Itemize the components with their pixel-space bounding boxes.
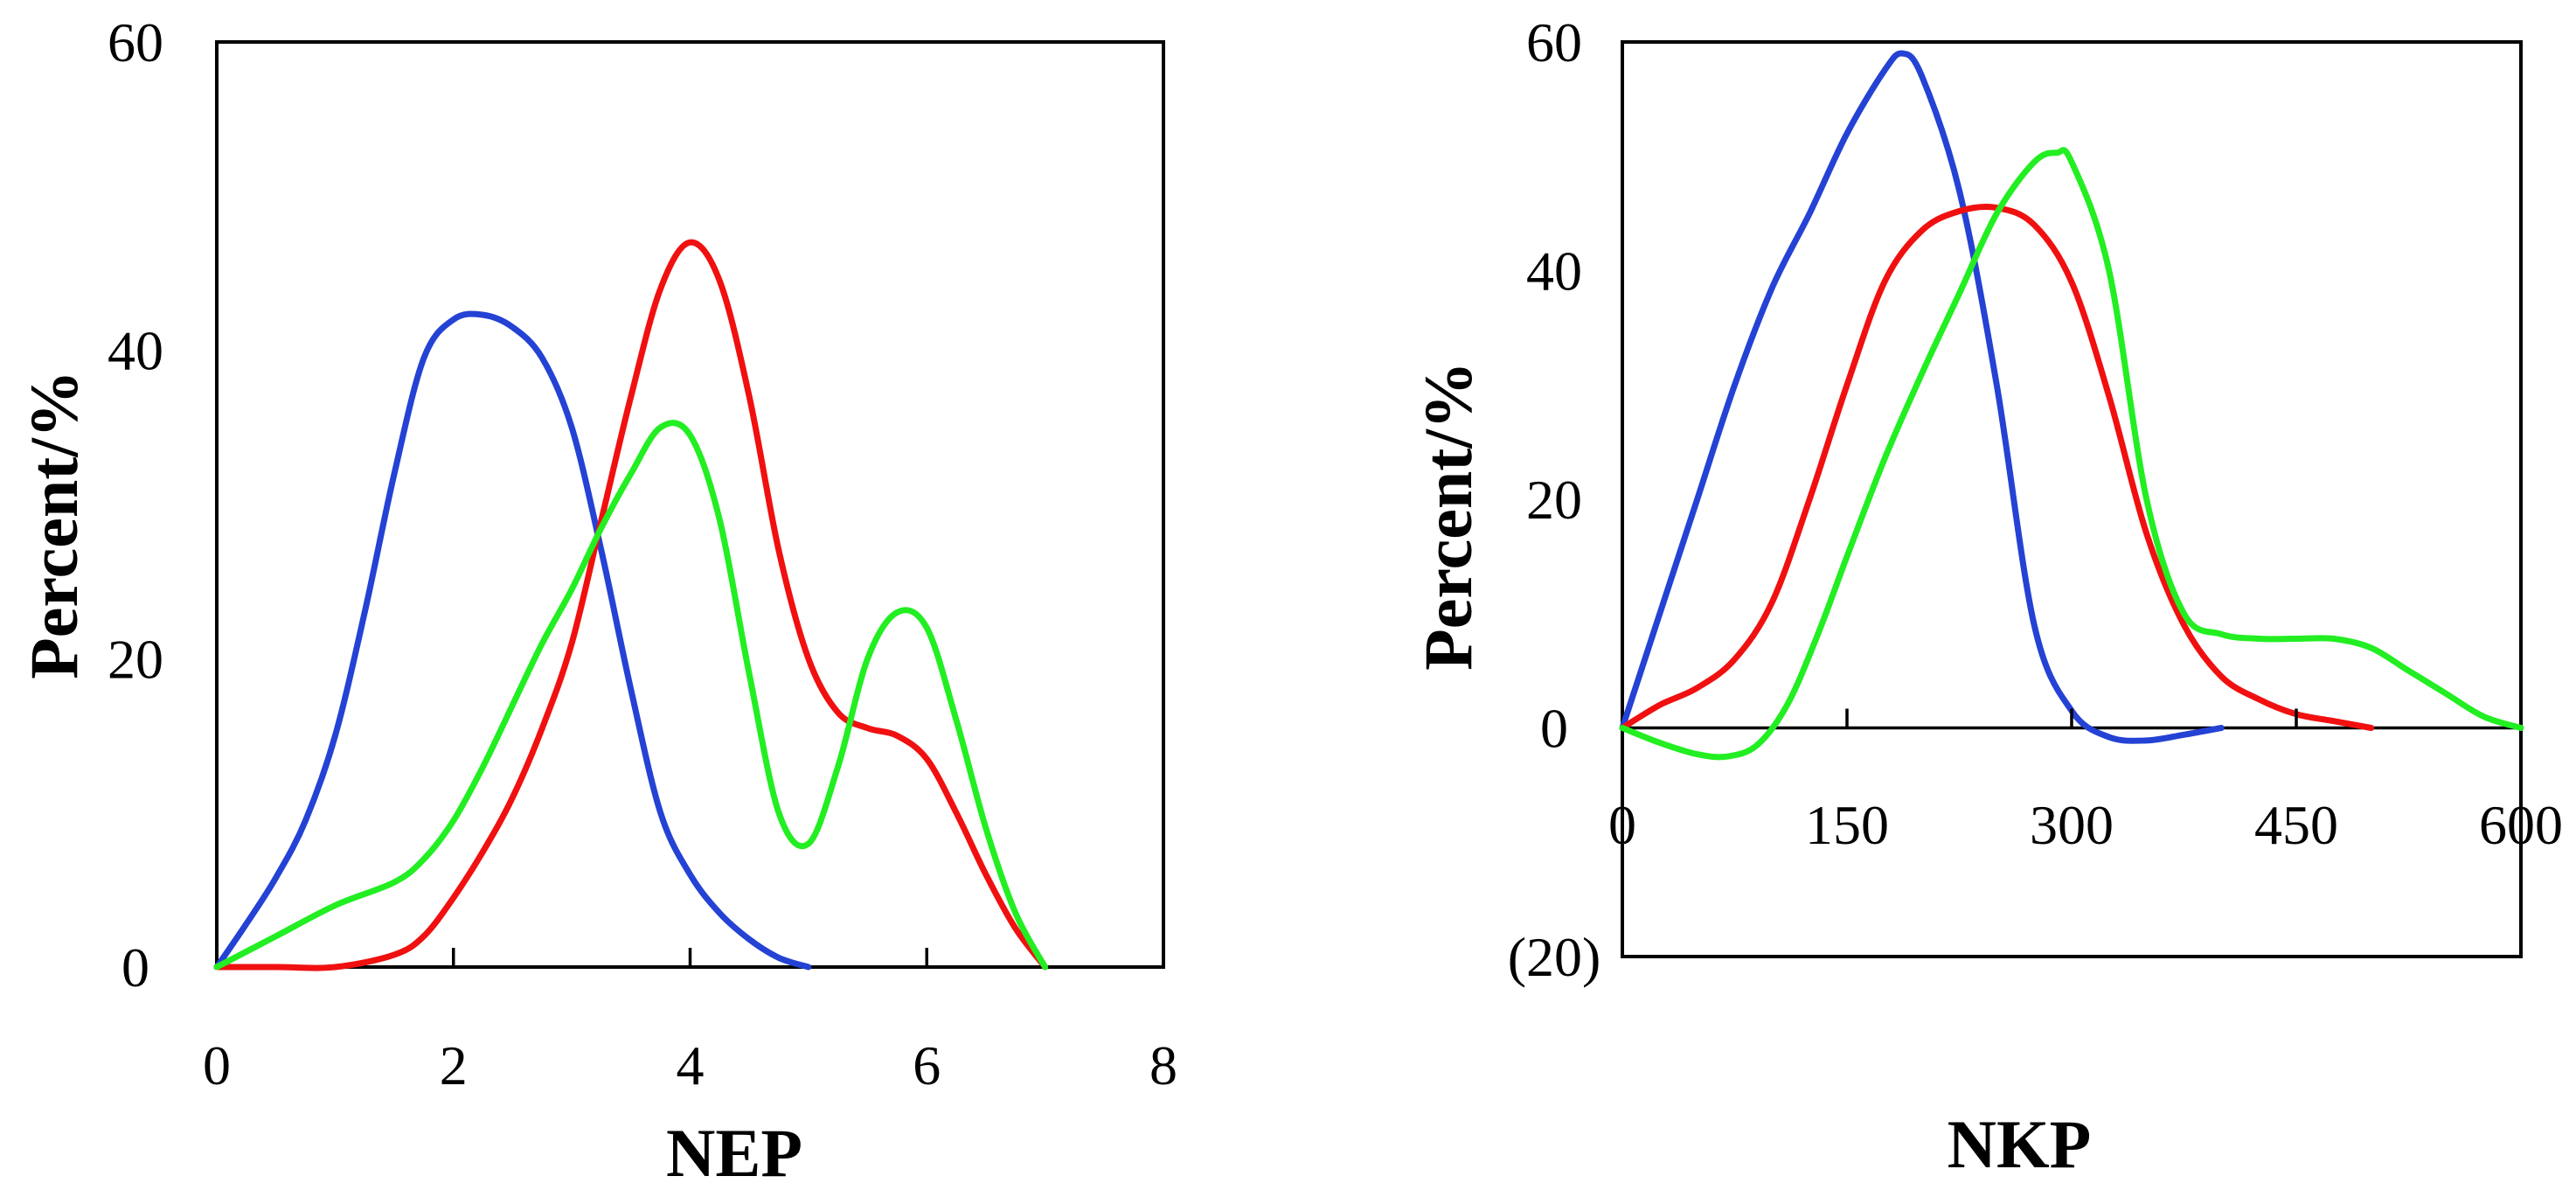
nkp-y-tick-label: 60 — [1526, 11, 1582, 73]
nkp-series-line-blue — [1619, 50, 2225, 744]
nep-x-tick-label: 6 — [913, 1034, 941, 1096]
nkp-series-line-red — [1619, 204, 2375, 731]
nep-series-line-red — [213, 239, 1049, 971]
nep-series-line-blue — [213, 310, 812, 971]
nep-series-line-green — [213, 420, 1049, 971]
nep-x-tick-label: 8 — [1149, 1034, 1177, 1096]
nkp-y-tick-label: 0 — [1540, 698, 1568, 760]
nkp-x-tick-label: 450 — [2254, 794, 2338, 856]
nep-chart: 0 20 40 60 0 2 4 6 8 NEP Percent/% — [16, 11, 1177, 1191]
nep-x-tick-label: 0 — [203, 1034, 231, 1096]
nep-y-tick-labels: 0 20 40 60 — [108, 11, 163, 999]
nep-x-tick-labels: 0 2 4 6 8 — [203, 948, 1177, 1096]
nkp-x-tick-label: 150 — [1805, 794, 1889, 856]
nkp-plot-frame — [1621, 40, 2523, 958]
nep-y-tick-label: 60 — [108, 11, 163, 73]
nkp-y-tick-label: 20 — [1526, 469, 1582, 531]
nkp-series-line-green — [1619, 147, 2524, 761]
nep-x-tick-label: 4 — [677, 1034, 705, 1096]
nkp-y-tick-label: (20) — [1508, 926, 1601, 988]
nkp-y-axis-label: Percent/% — [1410, 361, 1486, 671]
nep-y-tick-label: 40 — [108, 320, 163, 382]
nep-x-tick-label: 2 — [440, 1034, 468, 1096]
nep-y-tick-label: 0 — [122, 936, 149, 999]
nkp-x-axis-label: NKP — [1948, 1106, 2092, 1182]
nep-x-axis-label: NEP — [666, 1115, 802, 1191]
nkp-y-tick-label: 40 — [1526, 240, 1582, 303]
nkp-x-tick-labels: 0 150 300 450 600 — [1608, 708, 2563, 856]
nep-y-tick-label: 20 — [108, 628, 163, 690]
nkp-x-tick-label: 300 — [2030, 794, 2114, 856]
nkp-x-tick-label: 0 — [1608, 794, 1636, 856]
nep-series-group — [213, 239, 1049, 971]
nkp-series-group — [1619, 50, 2524, 761]
nep-plot-frame — [215, 40, 1165, 969]
nep-y-axis-label: Percent/% — [16, 370, 92, 679]
nkp-chart: (20) 0 20 40 60 0 150 300 450 600 NKP Percent/% — [1410, 11, 2563, 1182]
nkp-y-tick-labels: (20) 0 20 40 60 — [1508, 11, 1601, 988]
nkp-x-tick-label: 600 — [2479, 794, 2563, 856]
